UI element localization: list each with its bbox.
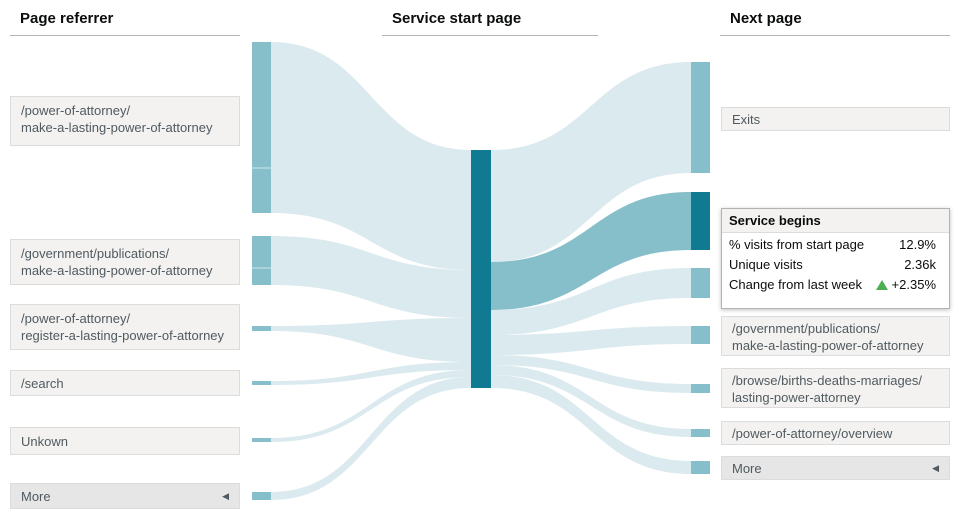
next-node-service-begins[interactable] xyxy=(691,192,710,250)
flow-link-exits[interactable] xyxy=(491,62,691,262)
referrer-box-4-line1: /search xyxy=(21,376,64,391)
flow-link-referrer-5[interactable] xyxy=(271,370,471,442)
referrer-box-2-line2: make-a-lasting-power-of-attorney xyxy=(21,263,213,278)
referrer-node-1[interactable] xyxy=(252,42,271,213)
next-box-4[interactable]: /power-of-attorney/overview xyxy=(721,421,950,445)
next-box-exits-label: Exits xyxy=(732,112,761,127)
referrer-node-6[interactable] xyxy=(252,492,271,500)
next-box-2-line1: /government/publications/ xyxy=(732,321,881,336)
caret-left-icon: ◀ xyxy=(932,462,939,473)
referrer-column-header: Page referrer xyxy=(10,8,240,36)
flow-link-next-4[interactable] xyxy=(491,326,691,355)
trend-up-icon xyxy=(875,279,888,290)
flow-link-next-6[interactable] xyxy=(491,365,691,437)
start-page-node[interactable] xyxy=(471,150,491,388)
tooltip-label: % visits from start page xyxy=(729,237,865,252)
next-box-2[interactable]: /government/publications/ make-a-lasting… xyxy=(721,316,950,356)
next-node-4[interactable] xyxy=(691,326,710,344)
referrer-box-1-line2: make-a-lasting-power-of-attorney xyxy=(21,120,213,135)
flow-link-service-begins[interactable] xyxy=(491,192,691,310)
next-node-3[interactable] xyxy=(691,268,710,298)
next-box-2-line2: make-a-lasting-power-of-attorney xyxy=(732,338,924,353)
flow-link-next-5[interactable] xyxy=(491,355,691,393)
tooltip-label: Unique visits xyxy=(729,257,803,272)
referrer-more-button[interactable]: More ◀ xyxy=(10,483,240,509)
flow-link-referrer-2[interactable] xyxy=(271,236,471,318)
referrer-node-4[interactable] xyxy=(252,381,271,385)
next-column-header: Next page xyxy=(720,8,950,36)
tooltip-value: 12.9% xyxy=(899,237,936,252)
flow-link-referrer-4[interactable] xyxy=(271,362,471,385)
next-box-4-label: /power-of-attorney/overview xyxy=(732,426,893,441)
next-more-label: More xyxy=(732,460,762,476)
node-tooltip: Service begins % visits from start page … xyxy=(721,208,950,309)
referrer-node-3[interactable] xyxy=(252,326,271,331)
start-column-header: Service start page xyxy=(382,8,598,36)
tooltip-value: +2.35% xyxy=(891,277,936,292)
tooltip-title: Service begins xyxy=(722,209,949,233)
referrer-box-2[interactable]: /government/publications/ make-a-lasting… xyxy=(10,239,240,285)
tooltip-row-percent: % visits from start page 12.9% xyxy=(722,233,949,253)
flow-link-next-7[interactable] xyxy=(491,375,691,474)
next-box-3-line2: lasting-power-attorney xyxy=(732,390,861,405)
flow-link-referrer-6[interactable] xyxy=(271,377,471,500)
flow-link-referrer-3[interactable] xyxy=(271,318,471,362)
next-more-button[interactable]: More ◀ xyxy=(721,456,950,480)
caret-left-icon: ◀ xyxy=(222,490,229,501)
referrer-node-2[interactable] xyxy=(252,236,271,285)
next-node-6[interactable] xyxy=(691,429,710,437)
next-box-exits[interactable]: Exits xyxy=(721,107,950,131)
flow-link-next-3[interactable] xyxy=(491,268,691,335)
tooltip-change-value: +2.35% xyxy=(875,277,936,292)
referrer-box-2-line1: /government/publications/ xyxy=(21,246,170,261)
tooltip-row-unique: Unique visits 2.36k xyxy=(722,253,949,273)
next-node-5[interactable] xyxy=(691,384,710,393)
next-box-3[interactable]: /browse/births-deaths-marriages/ lasting… xyxy=(721,368,950,408)
tooltip-label: Change from last week xyxy=(729,277,862,292)
referrer-box-4[interactable]: /search xyxy=(10,370,240,396)
next-node-exits[interactable] xyxy=(691,62,710,173)
referrer-box-5-line1: Unkown xyxy=(21,434,68,449)
referrer-box-3-line2: register-a-lasting-power-of-attorney xyxy=(21,328,225,343)
referrer-more-label: More xyxy=(21,488,51,504)
referrer-box-3-line1: /power-of-attorney/ xyxy=(21,311,131,326)
referrer-box-1-line1: /power-of-attorney/ xyxy=(21,103,131,118)
referrer-node-5[interactable] xyxy=(252,438,271,442)
tooltip-row-change: Change from last week +2.35% xyxy=(722,273,949,293)
referrer-box-5[interactable]: Unkown xyxy=(10,427,240,455)
next-node-7[interactable] xyxy=(691,461,710,474)
tooltip-value: 2.36k xyxy=(904,257,936,272)
next-box-3-line1: /browse/births-deaths-marriages/ xyxy=(732,373,923,388)
referrer-box-3[interactable]: /power-of-attorney/ register-a-lasting-p… xyxy=(10,304,240,350)
flow-link-referrer-1[interactable] xyxy=(271,42,471,270)
referrer-box-1[interactable]: /power-of-attorney/ make-a-lasting-power… xyxy=(10,96,240,146)
